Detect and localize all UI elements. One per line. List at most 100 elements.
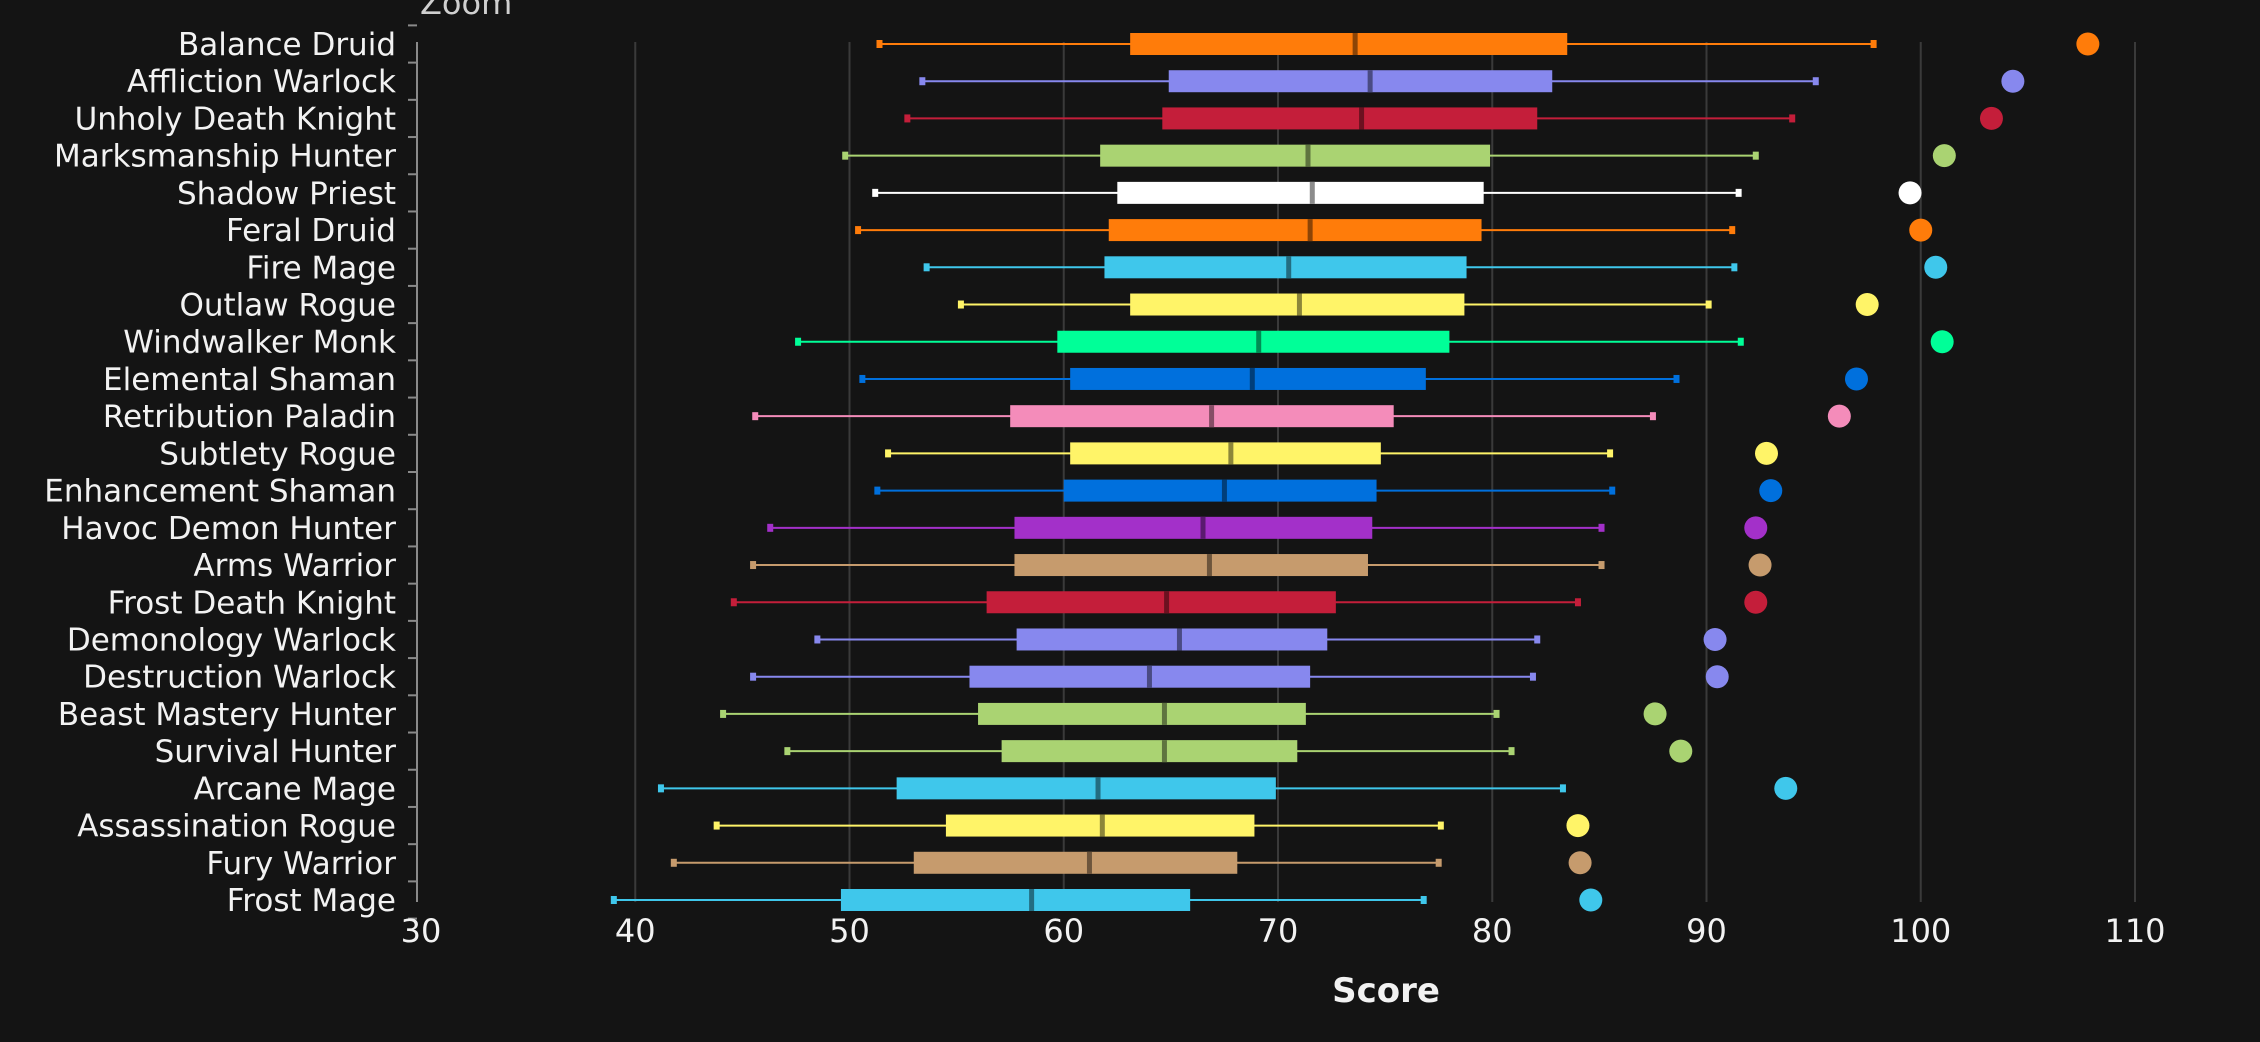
iqr-box — [1104, 256, 1467, 279]
whisker-cap-low — [923, 263, 930, 272]
outlier-point — [1909, 218, 1933, 242]
outlier-point — [1932, 144, 1956, 168]
box-row — [859, 367, 1868, 391]
whisker-cap-high — [1574, 598, 1581, 607]
whisker-cap-low — [876, 40, 883, 48]
category-label: Havoc Demon Hunter — [61, 511, 396, 547]
outlier-point — [1855, 293, 1879, 317]
whisker-cap-low — [720, 709, 727, 718]
category-label: Enhancement Shaman — [44, 474, 396, 510]
zoom-label[interactable]: Zoom — [420, 0, 512, 22]
iqr-box — [969, 665, 1311, 688]
x-tick-label: 70 — [1258, 912, 1299, 950]
x-axis-ticks: 30 40 50 60 70 80 90 100 110 — [401, 912, 2166, 950]
category-label: Survival Hunter — [155, 734, 397, 770]
whisker-cap-high — [1508, 747, 1515, 756]
category-label: Retribution Paladin — [103, 399, 396, 435]
iqr-box — [1100, 144, 1491, 167]
median-marker — [1206, 554, 1212, 577]
box-row — [767, 516, 1768, 540]
category-label: Arms Warrior — [193, 548, 396, 584]
iqr-box — [978, 702, 1306, 725]
whisker-cap-low — [657, 784, 664, 793]
whisker-cap-high — [1731, 263, 1738, 272]
median-marker — [1221, 479, 1227, 502]
plot-area — [610, 32, 2100, 912]
category-label: Affliction Warlock — [127, 64, 396, 100]
x-tick-label: 50 — [829, 912, 870, 950]
iqr-box — [896, 777, 1276, 800]
median-marker — [1228, 442, 1234, 465]
category-label: Arcane Mage — [194, 771, 396, 807]
whisker-cap-high — [1735, 188, 1742, 197]
whisker-cap-high — [1435, 858, 1442, 867]
whisker-cap-low — [957, 300, 964, 309]
whisker-cap-high — [1752, 151, 1759, 160]
iqr-box — [1130, 33, 1568, 55]
iqr-box — [1063, 479, 1377, 502]
whisker-cap-high — [1729, 226, 1736, 235]
box-row — [784, 739, 1693, 763]
outlier-point — [1759, 479, 1783, 503]
category-label: Balance Druid — [178, 27, 396, 63]
x-tick-label: 90 — [1686, 912, 1727, 950]
box-row — [657, 776, 1798, 800]
outlier-point — [1705, 665, 1729, 689]
median-marker — [1161, 702, 1167, 725]
box-row — [795, 330, 1954, 354]
whisker-cap-high — [1812, 77, 1819, 86]
whisker-cap-low — [795, 337, 802, 346]
category-label: Beast Mastery Hunter — [58, 697, 396, 733]
whisker-cap-low — [750, 672, 757, 681]
x-axis-title: Score — [1332, 971, 1440, 1011]
box-row — [855, 218, 1933, 242]
whisker-cap-low — [855, 226, 862, 235]
whisker-cap-low — [874, 486, 881, 495]
category-label: Shadow Priest — [177, 176, 396, 212]
iqr-box — [1010, 405, 1394, 428]
median-marker — [1367, 70, 1373, 93]
category-label: Subtlety Rogue — [159, 436, 396, 472]
x-tick-label: 100 — [1890, 912, 1951, 950]
outlier-point — [1703, 627, 1727, 651]
box-row — [750, 665, 1729, 689]
whisker-cap-low — [919, 77, 926, 86]
category-label: Assassination Rogue — [77, 809, 396, 845]
outlier-point — [1774, 776, 1798, 800]
median-marker — [1095, 777, 1101, 800]
whisker-cap-high — [1673, 374, 1680, 383]
median-marker — [1176, 628, 1182, 651]
x-tick-label: 60 — [1043, 912, 1084, 950]
category-label: Demonology Warlock — [67, 622, 396, 658]
median-marker — [1256, 330, 1262, 353]
box-row — [919, 69, 2025, 93]
whisker-cap-high — [1607, 449, 1614, 458]
box-row — [957, 293, 1879, 317]
category-label: Frost Death Knight — [108, 585, 396, 621]
category-label: Destruction Warlock — [83, 660, 396, 696]
median-marker — [1305, 144, 1311, 167]
x-tick-label: 110 — [2104, 912, 2165, 950]
whisker-cap-low — [814, 635, 821, 644]
category-label: Elemental Shaman — [103, 362, 396, 398]
box-row — [923, 255, 1948, 279]
whisker-cap-low — [610, 896, 617, 904]
median-marker — [1200, 516, 1206, 539]
iqr-box — [986, 591, 1336, 614]
category-label: Fury Warrior — [206, 846, 396, 882]
box-row — [814, 627, 1727, 651]
iqr-box — [1016, 628, 1328, 651]
median-marker — [1296, 293, 1302, 316]
whisker-cap-low — [872, 188, 879, 197]
iqr-box — [1117, 181, 1484, 204]
whisker-cap-high — [1493, 709, 1500, 718]
median-marker — [1086, 851, 1092, 874]
category-label: Outlaw Rogue — [179, 288, 396, 324]
box-row — [876, 32, 2100, 56]
outlier-point — [1744, 516, 1768, 540]
whisker-cap-high — [1598, 523, 1605, 532]
outlier-point — [1898, 181, 1922, 205]
iqr-box — [1014, 554, 1368, 577]
